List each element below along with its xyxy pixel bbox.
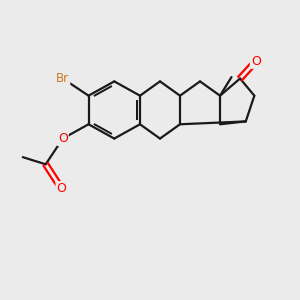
Text: O: O	[56, 182, 66, 195]
Text: O: O	[58, 132, 68, 145]
Text: Br: Br	[56, 72, 69, 85]
Text: O: O	[251, 55, 261, 68]
